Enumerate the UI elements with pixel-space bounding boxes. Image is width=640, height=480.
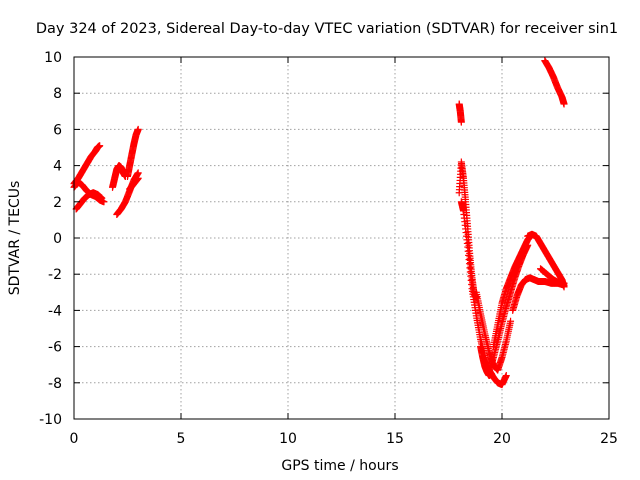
y-tick-label: 10	[44, 50, 62, 66]
data-point	[134, 125, 142, 133]
x-tick-label: 25	[600, 431, 618, 447]
data-point	[560, 100, 568, 108]
y-tick-label: 6	[53, 122, 62, 138]
y-axis-label: SDTVAR / TECUs	[7, 181, 23, 296]
x-tick-label: 20	[493, 431, 511, 447]
data-point	[100, 198, 108, 206]
y-tick-label: -8	[48, 376, 62, 392]
y-tick-label: 4	[53, 159, 62, 175]
x-axis-label: GPS time / hours	[281, 458, 398, 474]
x-tick-label: 0	[70, 431, 79, 447]
x-tick-label: 15	[386, 431, 404, 447]
data-markers	[70, 57, 568, 389]
data-point	[98, 194, 106, 202]
y-tick-label: -4	[48, 303, 62, 319]
y-tick-label: -6	[48, 340, 62, 356]
x-tick-label: 10	[279, 431, 297, 447]
data-point	[457, 118, 465, 126]
y-tick-label: 2	[53, 195, 62, 211]
data-point	[134, 174, 142, 182]
x-tick-label: 5	[177, 431, 186, 447]
y-tick-label: 0	[53, 231, 62, 247]
data-point	[502, 372, 510, 380]
grid-lines	[74, 57, 609, 419]
data-point	[560, 279, 568, 287]
data-point	[96, 142, 104, 150]
chart-title: Day 324 of 2023, Sidereal Day-to-day VTE…	[36, 21, 618, 37]
y-tick-label: -10	[39, 412, 62, 428]
y-tick-label: -2	[48, 267, 62, 283]
axis-ticks: 0 5 10 15 20 25 -10 -8 -6 -4 -2 0 2 4 6 8 10	[39, 50, 618, 447]
y-tick-label: 8	[53, 86, 62, 102]
data-point	[507, 317, 515, 325]
